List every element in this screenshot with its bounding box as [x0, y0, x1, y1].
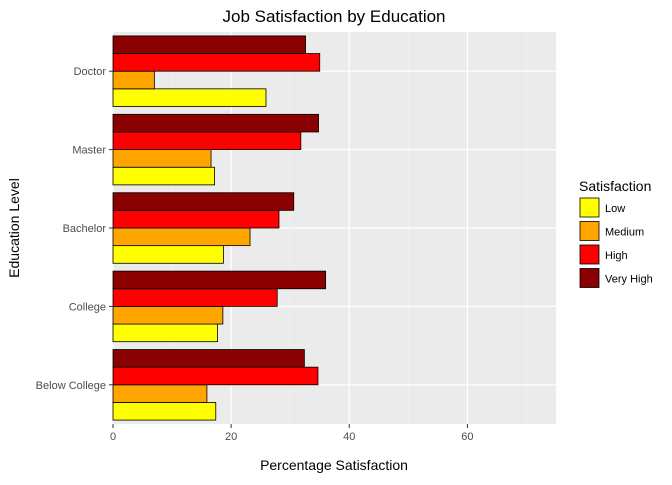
legend: Satisfaction Low Medium High Very High	[579, 178, 653, 288]
bar	[112, 166, 215, 186]
legend-label: High	[605, 250, 628, 262]
bar	[112, 384, 208, 403]
bar	[112, 149, 212, 168]
legend-swatch	[579, 268, 600, 288]
bar	[112, 366, 319, 386]
legend-label: Medium	[605, 227, 644, 239]
bar	[112, 53, 321, 72]
bar	[112, 35, 306, 54]
bar	[112, 192, 295, 211]
bar	[112, 88, 267, 107]
chart-title: Job Satisfaction by Education	[222, 7, 445, 26]
y-tick-label: College	[69, 301, 106, 313]
bar	[112, 70, 155, 90]
x-axis-title: Percentage Satisfaction	[260, 457, 408, 473]
bar	[112, 349, 305, 368]
bar	[112, 113, 319, 133]
bar	[112, 245, 224, 264]
y-axis: Below College College Bachelor Master Doctor	[36, 66, 113, 392]
bar	[112, 305, 224, 325]
y-tick-label: Master	[72, 145, 106, 157]
x-tick-label: 20	[225, 431, 237, 443]
bar	[112, 402, 217, 421]
legend-swatch	[579, 221, 600, 241]
bar	[112, 209, 280, 229]
bars	[112, 35, 327, 421]
legend-title: Satisfaction	[579, 178, 651, 194]
bar	[112, 288, 278, 307]
x-tick-label: 60	[461, 431, 473, 443]
legend-swatch	[579, 244, 600, 265]
y-tick-label: Bachelor	[63, 223, 107, 235]
y-tick-label: Doctor	[74, 66, 107, 78]
bar	[112, 131, 302, 151]
bar	[112, 227, 251, 247]
bar	[112, 270, 327, 290]
y-tick-label: Below College	[36, 380, 106, 392]
legend-swatch	[579, 197, 600, 218]
x-axis: 0 20 40 60	[110, 424, 474, 443]
legend-label: Low	[605, 203, 625, 215]
y-axis-title: Education Level	[6, 178, 22, 278]
x-tick-label: 40	[343, 431, 355, 443]
bar	[112, 323, 218, 343]
legend-label: Very High	[605, 274, 653, 286]
x-tick-label: 0	[110, 431, 116, 443]
